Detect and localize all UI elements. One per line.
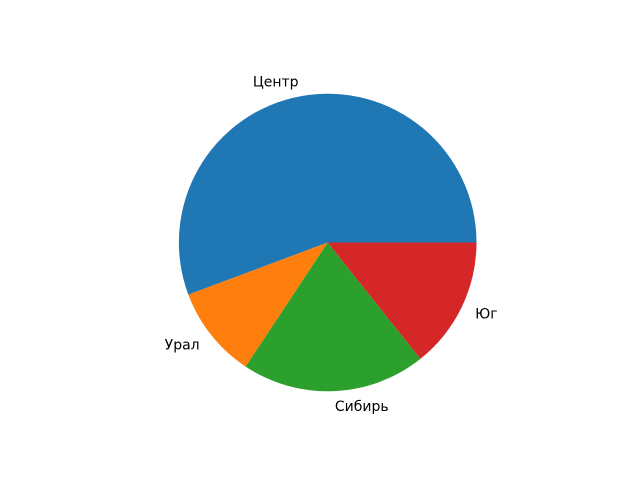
pie-label-3: Юг: [475, 306, 497, 322]
pie-slice-0: [178, 93, 477, 295]
pie-label-1: Урал: [165, 337, 200, 353]
pie-label-2: Сибирь: [335, 399, 389, 415]
pie-slice-1: [188, 242, 328, 367]
pie-slice-3: [327, 242, 477, 359]
pie-slice-2: [245, 242, 421, 392]
pie-label-0: Центр: [253, 74, 299, 90]
pie-labels: Центр Урал Сибирь Юг: [165, 74, 498, 415]
pie-slices: [178, 93, 477, 392]
